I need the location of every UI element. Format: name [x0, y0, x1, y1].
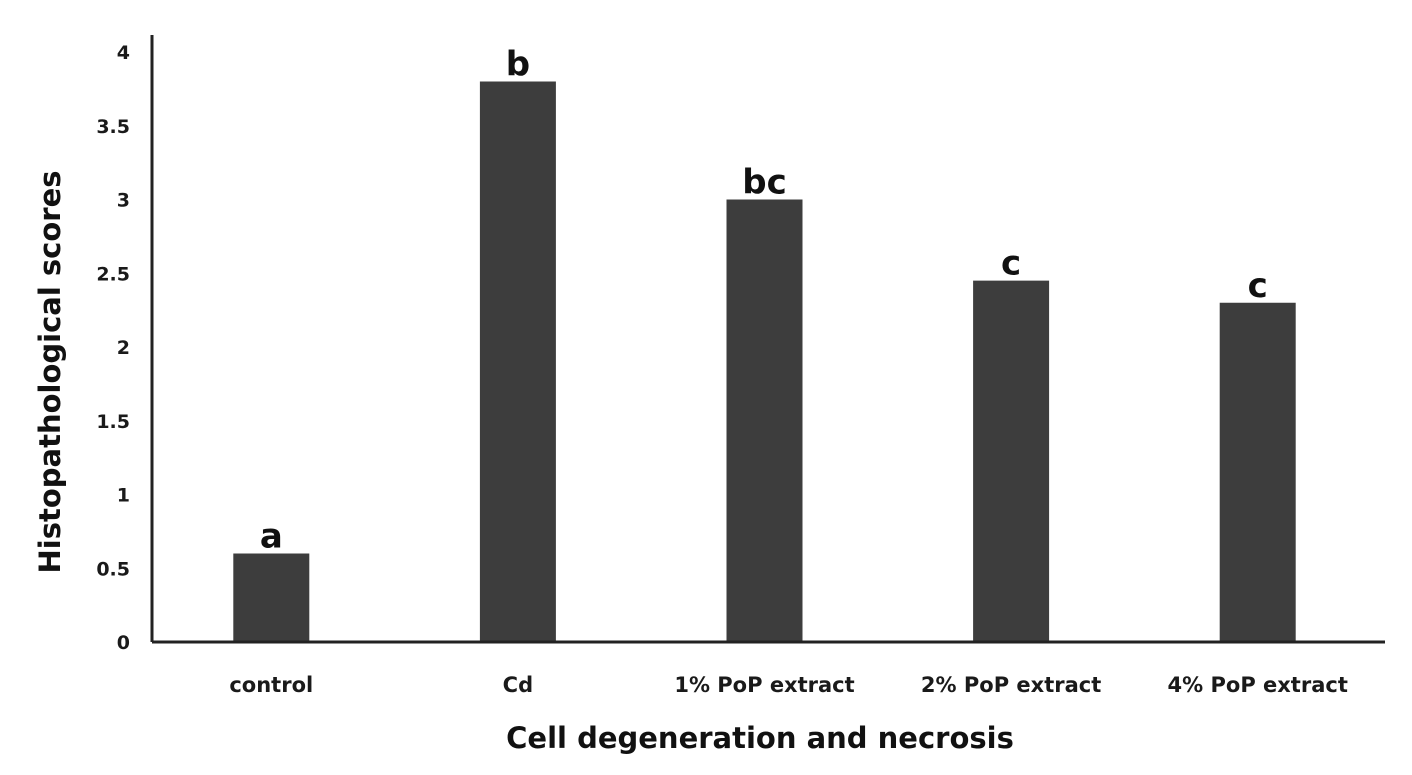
x-category-label: control [229, 673, 313, 697]
y-tick-label: 1.5 [96, 411, 130, 433]
y-axis-ticks: 0 0.5 1 1.5 2 2.5 3 3.5 4 [96, 42, 130, 654]
y-tick-label: 3.5 [96, 116, 130, 138]
significance-letter: c [1248, 266, 1268, 306]
y-tick-label: 0.5 [96, 558, 130, 580]
y-tick-label: 4 [117, 42, 130, 64]
x-category-label: 1% PoP extract [674, 673, 854, 697]
x-category-label: Cd [503, 673, 533, 697]
y-axis-title: Histopathological scores [33, 171, 67, 574]
x-category-label: 4% PoP extract [1168, 673, 1348, 697]
significance-letter: c [1001, 244, 1021, 284]
x-axis-categories: control Cd 1% PoP extract 2% PoP extract 4% … [229, 673, 1347, 697]
significance-letter: bc [742, 163, 787, 203]
bar [479, 81, 556, 642]
bar [726, 199, 803, 642]
significance-letters: a b bc c c [260, 45, 1268, 557]
significance-letter: b [506, 45, 530, 85]
y-tick-label: 2.5 [96, 263, 130, 285]
significance-letter: a [260, 517, 283, 557]
bar [973, 280, 1050, 642]
y-tick-label: 2 [117, 337, 130, 359]
y-tick-label: 3 [117, 190, 130, 212]
y-tick-label: 1 [117, 485, 130, 507]
bar [233, 553, 310, 642]
x-category-label: 2% PoP extract [921, 673, 1101, 697]
y-tick-label: 0 [117, 632, 130, 654]
bar [1219, 302, 1296, 642]
x-axis-title: Cell degeneration and necrosis [506, 721, 1014, 755]
bars [233, 81, 1296, 642]
